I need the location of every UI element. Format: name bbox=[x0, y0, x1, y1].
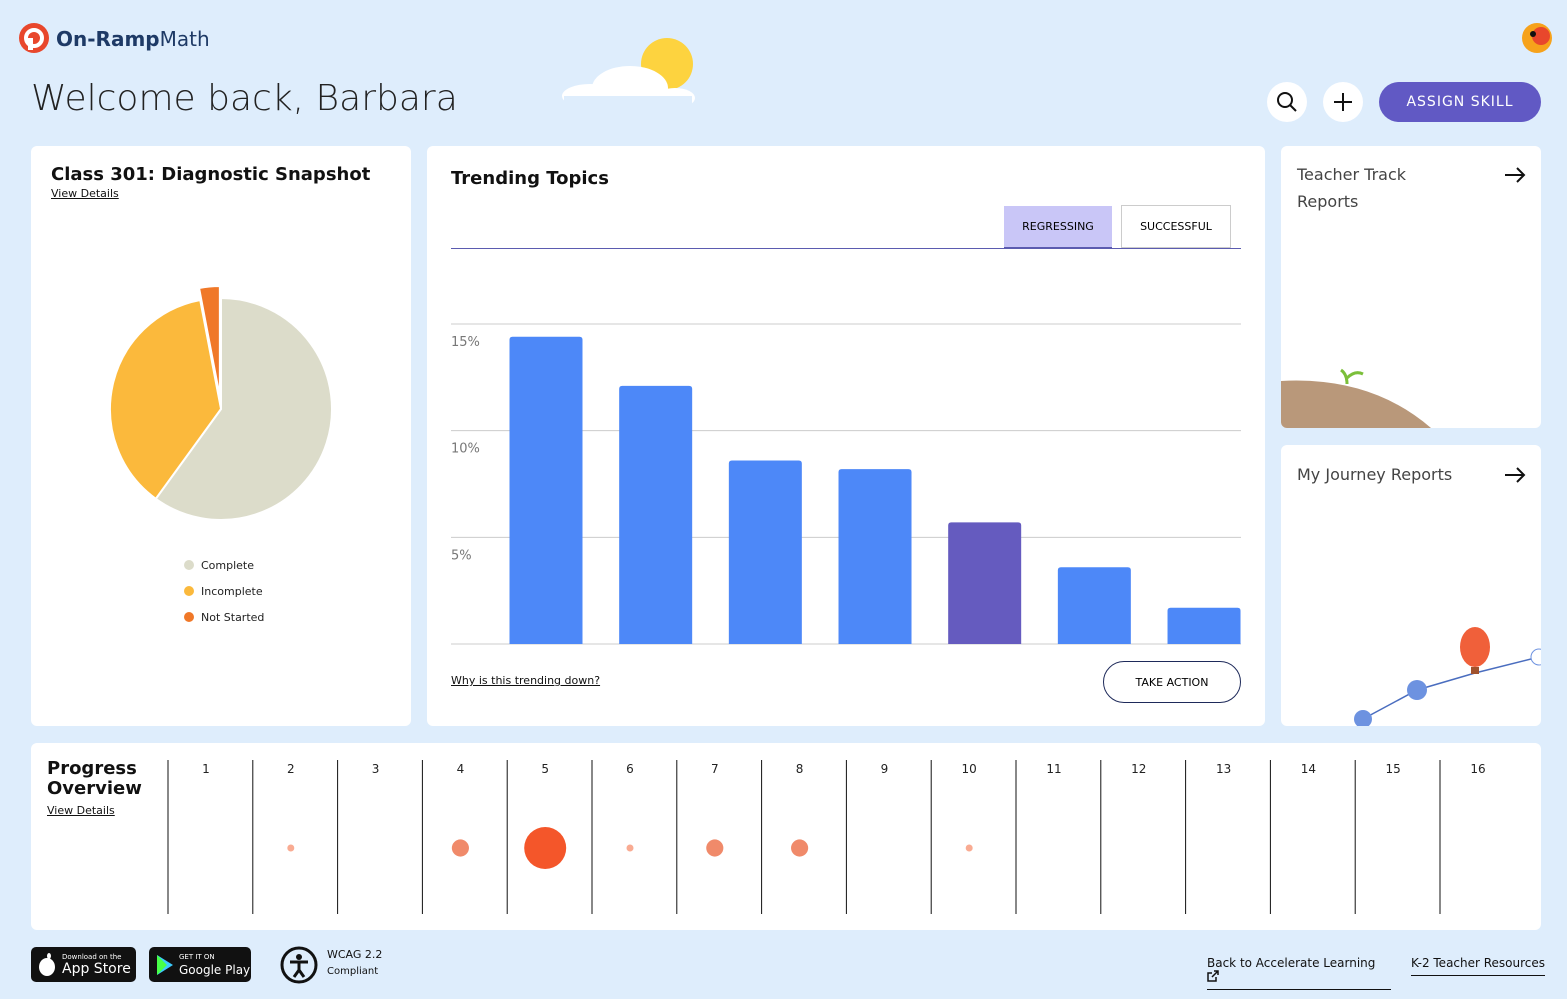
brand-bold: On-Ramp bbox=[56, 27, 160, 51]
journey-path bbox=[1354, 627, 1541, 726]
brand-name: Math bbox=[159, 27, 210, 51]
sun-cloud bbox=[562, 38, 695, 108]
report-title: My Journey Reports bbox=[1297, 465, 1453, 484]
badge-text: App Store bbox=[62, 961, 131, 977]
tab[interactable]: SUCCESSFUL bbox=[1121, 205, 1231, 248]
trending-card: Trending Topics REGRESSING SUCCESSFUL Wh… bbox=[427, 146, 1265, 726]
report-title: Teacher Track Reports bbox=[1297, 165, 1407, 211]
report-card[interactable]: My Journey Reports bbox=[1281, 445, 1541, 726]
progress-title: Progress Overview bbox=[47, 758, 142, 799]
trending-title: Trending Topics bbox=[451, 168, 609, 189]
search-button[interactable] bbox=[1267, 82, 1307, 122]
footer-link-text: Back to Accelerate Learning bbox=[1207, 956, 1376, 970]
progress-card: Progress Overview View Details bbox=[31, 743, 1541, 930]
snapshot-title: Class 301: Diagnostic Snapshot bbox=[51, 164, 371, 185]
logo bbox=[19, 23, 49, 53]
arrow bbox=[1505, 467, 1526, 483]
snapshot-card: Class 301: Diagnostic Snapshot View Deta… bbox=[31, 146, 411, 726]
trending-link[interactable]: Why is this trending down? bbox=[451, 674, 601, 687]
tab[interactable]: REGRESSING bbox=[1004, 206, 1112, 249]
badge-text: Download on the bbox=[62, 953, 122, 961]
report-card[interactable]: Teacher Track Reports bbox=[1281, 146, 1541, 428]
app-store-badge[interactable]: Download on the App Store bbox=[31, 947, 136, 982]
badge-text: GET IT ON bbox=[179, 953, 215, 961]
avatar[interactable] bbox=[1521, 22, 1553, 54]
add-button[interactable] bbox=[1323, 82, 1363, 122]
snapshot-link[interactable]: View Details bbox=[51, 187, 119, 200]
progress-link[interactable]: View Details bbox=[47, 804, 115, 817]
footer-link[interactable]: Back to Accelerate Learning bbox=[1207, 956, 1391, 990]
accessibility-icon bbox=[280, 946, 318, 984]
assign-skill-button[interactable]: ASSIGN SKILL bbox=[1379, 82, 1541, 122]
tab-rule bbox=[451, 248, 1241, 249]
hill bbox=[1281, 368, 1431, 428]
google-play-badge[interactable]: GET IT ON Google Play bbox=[149, 947, 251, 982]
arrow bbox=[1505, 167, 1526, 183]
footer-link[interactable]: K-2 Teacher Resources bbox=[1411, 956, 1546, 976]
brand: On-RampMath bbox=[56, 27, 210, 51]
badge-text: Google Play bbox=[179, 963, 251, 977]
wcag-note: Compliant bbox=[327, 966, 379, 977]
welcome: Welcome back, Barbara bbox=[31, 78, 458, 119]
wcag: WCAG 2.2 bbox=[327, 948, 383, 961]
take-action-button[interactable]: TAKE ACTION bbox=[1103, 661, 1241, 703]
